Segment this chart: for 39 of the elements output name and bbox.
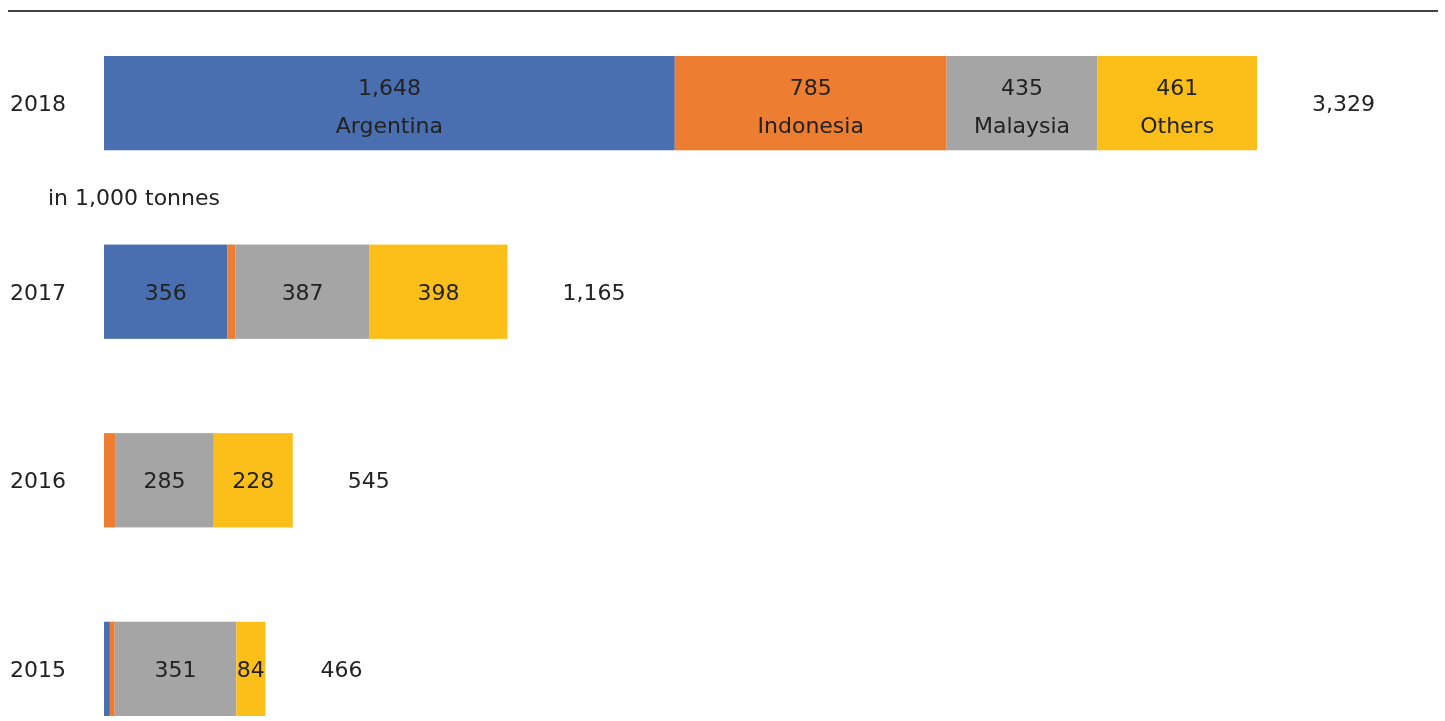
total-label: 466	[320, 656, 363, 682]
total-label: 1,165	[562, 279, 626, 305]
y-tick-label: 2015	[10, 656, 66, 682]
bar	[369, 244, 508, 339]
bar	[104, 56, 675, 151]
data-label: 228	[232, 468, 275, 494]
y-tick-label: 2016	[10, 468, 66, 494]
data-label: 1,648	[357, 75, 421, 101]
bar	[1097, 56, 1257, 151]
data-label: 351	[154, 656, 197, 682]
y-tick-label: 2018	[10, 91, 66, 117]
data-label: 785	[789, 75, 832, 101]
series-label: Others	[1140, 113, 1215, 139]
data-label: 435	[1001, 75, 1043, 101]
bar	[946, 56, 1098, 151]
bar	[227, 244, 236, 339]
data-label: 387	[281, 279, 324, 305]
series-label: Argentina	[335, 113, 444, 139]
bar	[236, 621, 266, 716]
bar	[674, 56, 947, 151]
data-label: 285	[143, 468, 186, 494]
series-label: Malaysia	[973, 113, 1071, 139]
bar	[109, 621, 115, 716]
bar	[213, 433, 293, 528]
bar	[114, 621, 237, 716]
bar	[104, 433, 116, 528]
annotation: in 1,000 tonnes	[48, 185, 220, 211]
data-label: 398	[417, 279, 460, 305]
data-label: 84	[236, 656, 265, 682]
bar	[235, 244, 370, 339]
series-label: Indonesia	[757, 113, 864, 139]
total-label: 3,329	[1312, 91, 1375, 117]
bar	[104, 621, 110, 716]
data-label: 356	[144, 279, 187, 305]
y-tick-label: 2017	[10, 279, 66, 305]
bar	[115, 433, 214, 528]
bar	[104, 244, 228, 339]
total-label: 545	[347, 468, 390, 494]
data-label: 461	[1156, 75, 1199, 101]
